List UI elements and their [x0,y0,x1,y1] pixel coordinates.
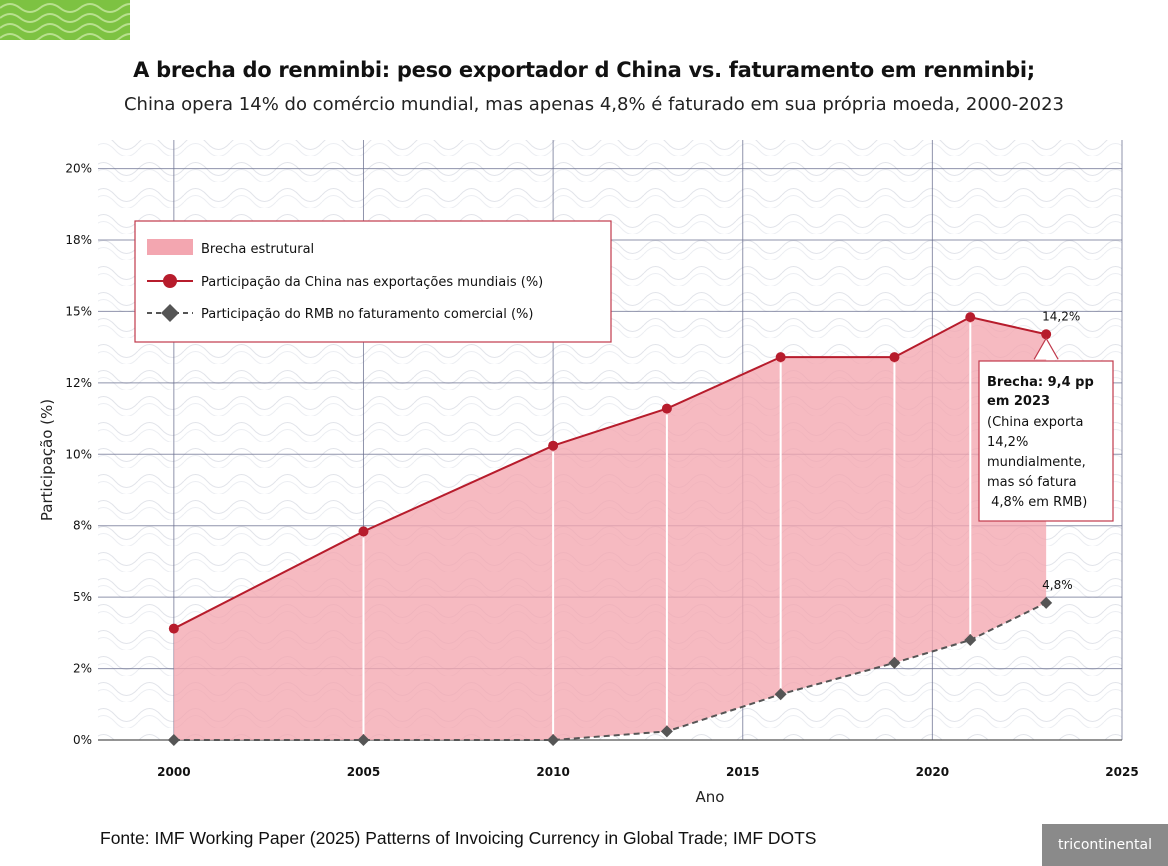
china-export-share-point [1041,329,1052,340]
china-export-share-point [965,312,976,323]
annotation-title-line-2: em 2023 [987,394,1050,409]
y-tick-label: 12% [65,376,92,390]
y-tick-label: 2% [73,662,92,676]
y-tick-label: 0% [73,733,92,747]
rmb-invoicing-share-point [774,688,787,701]
gap-area-layer [173,317,1047,740]
y-tick-label: 5% [73,590,92,604]
rmb-invoicing-share-point [167,734,180,746]
china-export-share-point [775,352,786,363]
china-export-share-point [168,623,179,634]
y-tick-label: 10% [65,447,92,461]
x-tick-label: 2000 [157,765,190,779]
y-axis-label: Participação (%) [38,399,56,521]
y-tick-label: 20% [65,162,92,176]
rmb-invoicing-share-point [1040,596,1053,609]
chart-subtitle: China opera 14% do comércio mundial, mas… [123,94,1065,115]
data-point-label: 4,8% [1042,578,1073,592]
x-axis-label: Ano [696,788,725,806]
annotation-box [978,360,1114,522]
y-tick-label: 18% [65,233,92,247]
annotation-title-line-1: Brecha: 9,4 pp [987,375,1094,390]
china-export-share-line [173,316,1047,630]
markers-layer [167,312,1053,746]
gap-annotation: Brecha: 9,4 pp em 2023 (China exporta 14… [978,337,1114,522]
china-export-share-point [548,440,559,451]
rmb-invoicing-share-point [660,725,673,738]
china-export-share-point [889,352,900,363]
legend: Brecha estrutural Participação da China … [134,220,612,343]
legend-marker-china [163,274,177,288]
brand-logo: tricontinental [1042,824,1168,866]
legend-marker-rmb [161,304,179,322]
x-tick-label: 2015 [726,765,759,779]
annotation-body-line-1: (China exporta [987,415,1083,430]
annotation-body-line-3: mundialmente, [987,455,1086,470]
rmb-invoicing-share-line [173,601,1047,741]
point-labels-layer: 14,2% 4,8% [1042,309,1080,592]
y-tick-label: 15% [65,304,92,318]
rmb-invoicing-share-point [357,734,370,746]
x-tick-label: 2025 [1105,765,1138,779]
annotation-body-line-4: mas só fatura [987,475,1077,490]
rmb-invoicing-share-point [888,656,901,669]
china-export-share-point [661,403,672,414]
annotation-body-line-5: 4,8% em RMB) [987,495,1087,510]
y-tick-label: 8% [73,519,92,533]
x-tick-label: 2005 [347,765,380,779]
series-lines-layer [173,316,1047,741]
annotation-pointer [1033,337,1059,360]
x-tick-label: 2020 [916,765,949,779]
data-point-label: 14,2% [1042,309,1080,323]
legend-label-china: Participação da China nas exportações mu… [201,275,543,290]
tick-labels-layer: 0% 2% 5% 8% 10% 12% 15% 18% 20% 2000 2005 2010 2015 2… [65,162,1138,779]
legend-swatch-gap [147,239,193,255]
annotation-body-line-2: 14,2% [987,435,1028,450]
china-export-share-point [358,526,369,537]
corner-wave-pattern [0,0,130,40]
gap-area [173,317,1047,740]
rmb-invoicing-share-point [547,734,560,746]
chart-canvas: 0% 2% 5% 8% 10% 12% 15% 18% 20% 2000 2005 2010 2015 2… [38,140,1139,806]
x-tick-label: 2010 [536,765,569,779]
rmb-invoicing-share-point [964,634,977,646]
chart-title: A brecha do renminbi: peso exportador d … [133,58,1035,82]
source-note: Fonte: IMF Working Paper (2025) Patterns… [100,828,817,848]
legend-box [134,220,612,343]
wave-pattern-graphic [0,3,130,40]
legend-label-gap: Brecha estrutural [201,242,314,257]
legend-label-rmb: Participação do RMB no faturamento comer… [201,307,533,322]
